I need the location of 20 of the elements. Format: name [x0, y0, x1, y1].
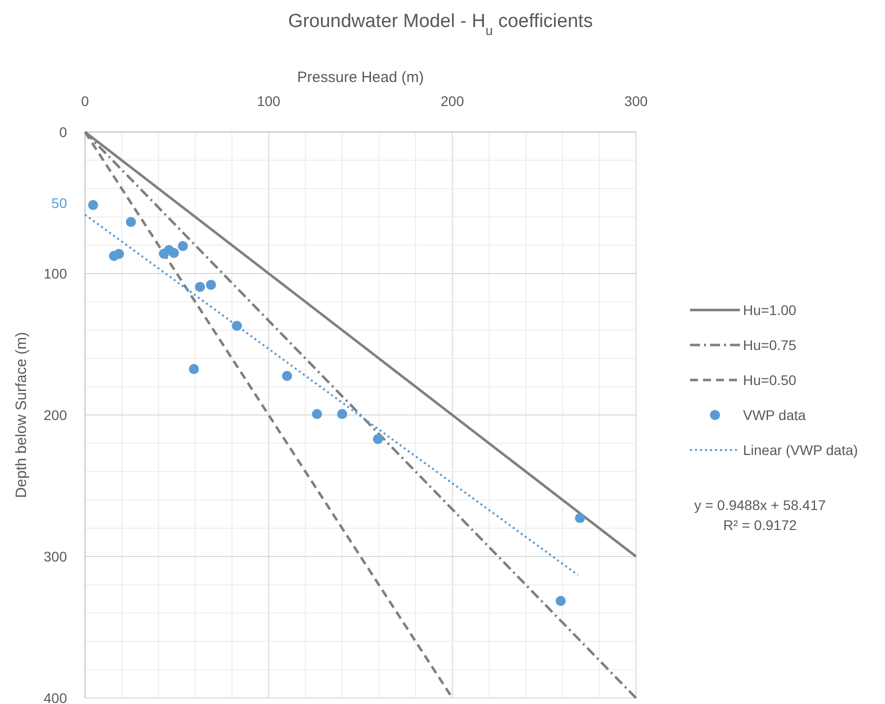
- legend-label: Linear (VWP data): [743, 442, 858, 458]
- x-tick-label: 100: [256, 93, 281, 109]
- y-tick-label: 400: [44, 690, 68, 704]
- chart-title: Groundwater Model - H$_{u}$ coefficients: [288, 11, 593, 38]
- legend-label: Hu=1.00: [743, 302, 797, 318]
- x-axis-title: Pressure Head (m): [297, 69, 424, 86]
- y-axis-title: Depth below Surface (m): [13, 332, 30, 498]
- x-tick-label: 0: [81, 93, 90, 109]
- y-tick-label: 0: [59, 124, 68, 140]
- text: y = 0.9488x + 58.417: [694, 497, 826, 513]
- text: R² = 0.9172: [723, 517, 797, 533]
- legend-label: Hu=0.75: [743, 337, 797, 353]
- x-tick-label: 300: [624, 93, 648, 109]
- legend-label: Hu=0.50: [743, 372, 797, 388]
- legend-label: VWP data: [743, 407, 806, 423]
- annotation: 50: [51, 194, 68, 211]
- x-tick-label: 200: [440, 93, 464, 109]
- y-tick-label: 300: [44, 548, 68, 564]
- y-tick-label: 100: [44, 266, 68, 282]
- y-tick-label: 200: [44, 407, 68, 423]
